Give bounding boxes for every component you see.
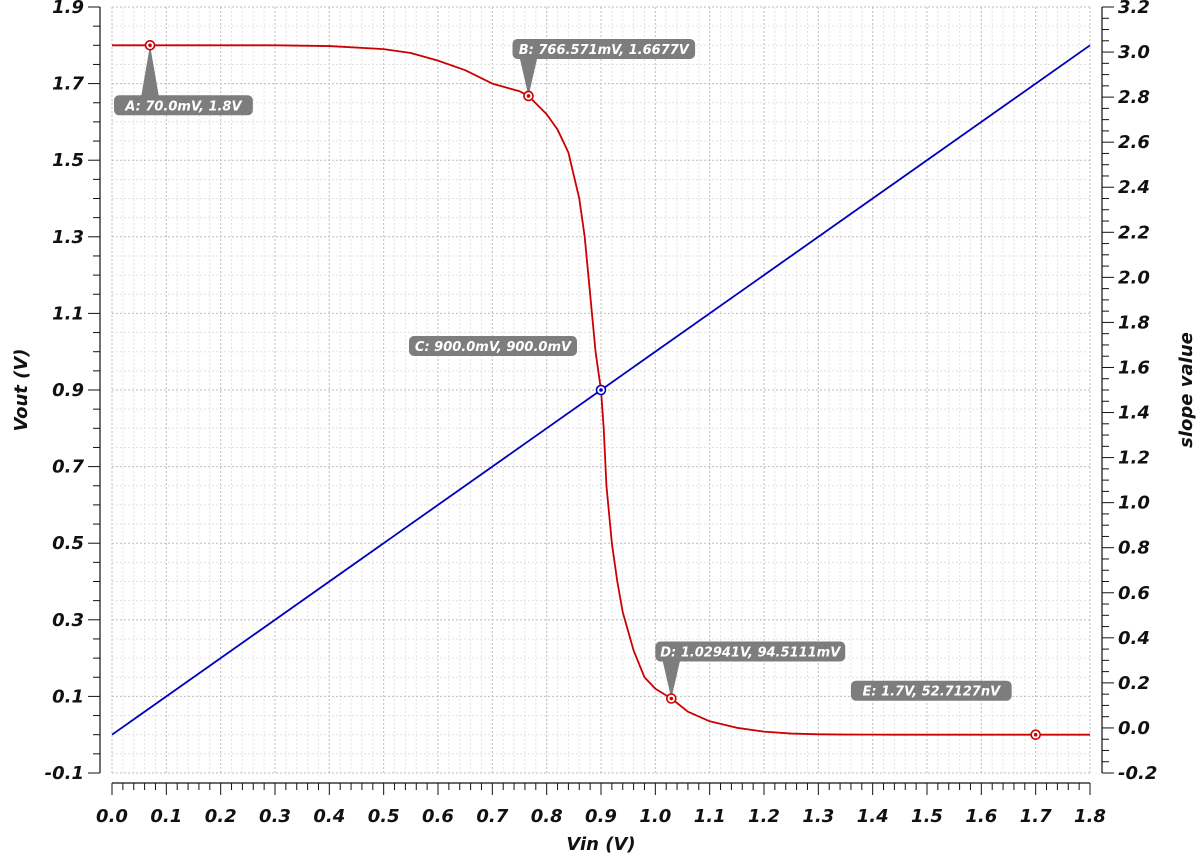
marker-pointer bbox=[141, 45, 160, 98]
y-left-tick-label: 0.3 bbox=[52, 610, 84, 631]
y-right-tick-label: 2.6 bbox=[1118, 132, 1150, 153]
markers-layer: A: 70.0mV, 1.8V B: 766.571mV, 1.6677V C: 9… bbox=[114, 38, 1041, 741]
y-right-tick-label: 3.2 bbox=[1118, 0, 1150, 18]
series-line-1 bbox=[112, 44, 1090, 736]
y-right-tick-label: 1.0 bbox=[1118, 493, 1150, 514]
marker-pointer bbox=[662, 659, 681, 699]
x-tick-label: 1.4 bbox=[857, 806, 889, 827]
y-right-tick-label: 2.2 bbox=[1118, 222, 1150, 243]
x-tick-label: 0.4 bbox=[313, 806, 345, 827]
y-right-tick-label: 2.8 bbox=[1118, 87, 1150, 108]
y-left-tick-label: -0.1 bbox=[45, 763, 84, 784]
x-tick-label: 0.6 bbox=[422, 806, 454, 827]
marker-pointer bbox=[519, 56, 538, 96]
x-tick-label: 1.8 bbox=[1074, 806, 1106, 827]
x-tick-label: 0.7 bbox=[476, 806, 508, 827]
y-left-tick-label: 1.3 bbox=[52, 227, 84, 248]
y-right-tick-label: 0.0 bbox=[1118, 718, 1150, 739]
y-axis-right-title: slope value bbox=[1176, 332, 1197, 448]
y-left-tick-label: 1.5 bbox=[52, 150, 84, 171]
marker-label: C: 900.0mV, 900.0mV bbox=[415, 340, 572, 355]
marker-point-core bbox=[599, 388, 603, 392]
marker-label: B: 766.571mV, 1.6677V bbox=[519, 43, 690, 58]
marker-label-box bbox=[512, 38, 696, 59]
x-axis-title: Vin (V) bbox=[566, 834, 635, 855]
x-tick-label: 0.3 bbox=[259, 806, 291, 827]
y-right-tick-label: 0.8 bbox=[1118, 538, 1150, 559]
marker-label-box bbox=[655, 641, 846, 662]
marker-label: A: 70.0mV, 1.8V bbox=[124, 99, 242, 114]
y-left-tick-label: 0.1 bbox=[52, 686, 84, 707]
marker-label-box bbox=[850, 680, 1012, 701]
y-left-tick-label: 0.5 bbox=[52, 533, 84, 554]
marker-point-core bbox=[148, 43, 152, 48]
x-tick-label: 0.8 bbox=[531, 806, 563, 827]
marker-point-core bbox=[669, 696, 674, 701]
marker-callout: D: 1.02941V, 94.5111mV bbox=[655, 641, 846, 704]
x-tick-label: 0.9 bbox=[585, 806, 617, 827]
marker-label: D: 1.02941V, 94.5111mV bbox=[660, 646, 841, 661]
marker-point-core bbox=[1033, 732, 1038, 737]
marker-callout: B: 766.571mV, 1.6677V bbox=[512, 38, 696, 102]
marker-point-core bbox=[526, 94, 531, 98]
y-right-tick-label: 1.6 bbox=[1118, 357, 1150, 378]
marker-callout: E: 1.7V, 52.7127nV bbox=[850, 680, 1041, 741]
y-right-tick-label: 1.8 bbox=[1118, 312, 1150, 333]
marker-callout: A: 70.0mV, 1.8V bbox=[114, 39, 253, 116]
y-left-tick-label: 0.9 bbox=[52, 380, 84, 401]
x-tick-label: 1.2 bbox=[748, 806, 780, 827]
marker-label: E: 1.7V, 52.7127nV bbox=[862, 685, 1001, 700]
x-tick-label: 1.0 bbox=[639, 806, 671, 827]
x-tick-label: 1.7 bbox=[1020, 806, 1052, 827]
x-tick-label: 0.1 bbox=[150, 806, 182, 827]
y-right-tick-label: 0.4 bbox=[1118, 628, 1150, 649]
y-left-tick-label: 1.7 bbox=[52, 74, 84, 95]
x-tick-label: 0.0 bbox=[96, 806, 128, 827]
marker-callout: C: 900.0mV, 900.0mV bbox=[409, 336, 607, 396]
x-tick-label: 1.3 bbox=[802, 806, 834, 827]
marker-label-box bbox=[114, 95, 253, 116]
axes: 0.0 0.1 0.2 0.3 0.4 0.5 0.6 0.7 0.8 0.9 1.0 1.1 1.2 1… bbox=[45, 0, 1158, 827]
y-right-tick-label: 3.0 bbox=[1118, 42, 1150, 63]
y-right-tick-label: 0.2 bbox=[1118, 673, 1150, 694]
y-right-tick-label: 2.0 bbox=[1118, 267, 1150, 288]
x-tick-label: 1.5 bbox=[911, 806, 943, 827]
y-left-tick-label: 1.1 bbox=[52, 303, 84, 324]
y-right-tick-label: 1.4 bbox=[1118, 403, 1150, 424]
x-tick-label: 1.1 bbox=[694, 806, 726, 827]
x-tick-label: 1.6 bbox=[965, 806, 997, 827]
y-right-tick-label: 1.2 bbox=[1118, 448, 1150, 469]
y-right-tick-label: -0.2 bbox=[1118, 763, 1157, 784]
marker-label-box bbox=[409, 336, 577, 356]
y-axis-left-title: Vout (V) bbox=[11, 348, 32, 431]
y-right-tick-label: 0.6 bbox=[1118, 583, 1150, 604]
y-left-tick-label: 1.9 bbox=[52, 0, 84, 18]
y-left-tick-label: 0.7 bbox=[52, 457, 84, 478]
y-right-tick-label: 2.4 bbox=[1118, 177, 1150, 198]
x-tick-label: 0.2 bbox=[205, 806, 237, 827]
x-tick-label: 0.5 bbox=[368, 806, 400, 827]
